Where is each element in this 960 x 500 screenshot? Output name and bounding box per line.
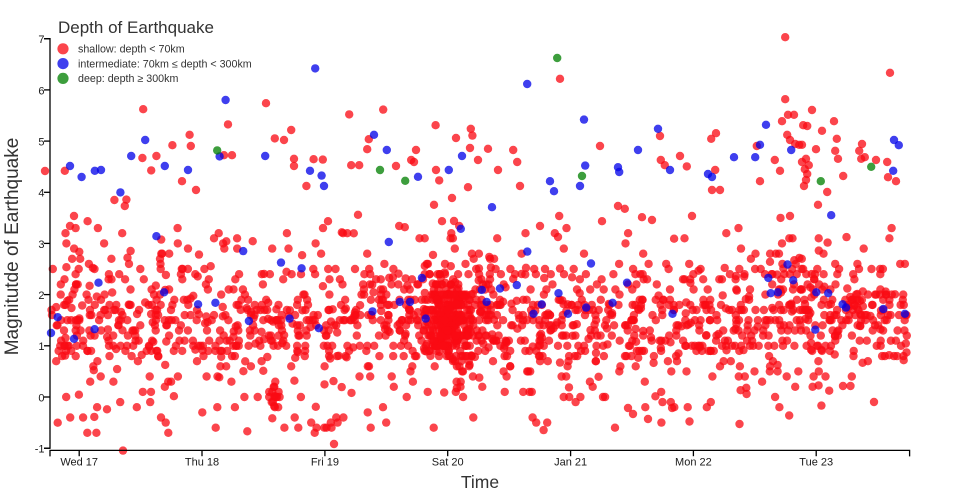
svg-text:Jan 21: Jan 21 bbox=[554, 457, 587, 469]
svg-text:deep: depth ≥ 300km: deep: depth ≥ 300km bbox=[78, 73, 178, 85]
svg-text:4: 4 bbox=[38, 188, 44, 200]
svg-text:Thu 18: Thu 18 bbox=[185, 457, 219, 469]
svg-text:0: 0 bbox=[38, 392, 44, 404]
svg-text:Wed 17: Wed 17 bbox=[60, 457, 98, 469]
svg-text:2: 2 bbox=[38, 290, 44, 302]
svg-text:7: 7 bbox=[38, 34, 44, 46]
svg-text:intermediate: 70km ≤ depth < 3: intermediate: 70km ≤ depth < 300km bbox=[78, 58, 252, 70]
svg-text:-1: -1 bbox=[35, 444, 45, 456]
svg-text:3: 3 bbox=[38, 239, 44, 251]
svg-text:Sat 20: Sat 20 bbox=[432, 457, 464, 469]
svg-text:Depth of Earthquake: Depth of Earthquake bbox=[58, 18, 214, 37]
svg-text:shallow: depth < 70km: shallow: depth < 70km bbox=[78, 44, 185, 56]
svg-text:1: 1 bbox=[38, 341, 44, 353]
svg-text:5: 5 bbox=[38, 137, 44, 149]
svg-text:Magnitutde of Earthquake: Magnitutde of Earthquake bbox=[2, 138, 23, 356]
svg-text:Mon 22: Mon 22 bbox=[675, 457, 712, 469]
svg-text:Tue 23: Tue 23 bbox=[799, 457, 833, 469]
svg-text:6: 6 bbox=[38, 85, 44, 97]
svg-text:Fri 19: Fri 19 bbox=[311, 457, 339, 469]
svg-text:Time: Time bbox=[461, 472, 499, 492]
